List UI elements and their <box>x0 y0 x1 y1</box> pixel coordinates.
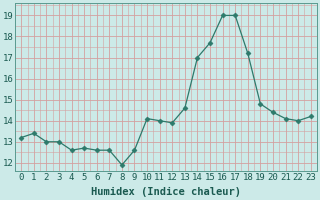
X-axis label: Humidex (Indice chaleur): Humidex (Indice chaleur) <box>91 187 241 197</box>
